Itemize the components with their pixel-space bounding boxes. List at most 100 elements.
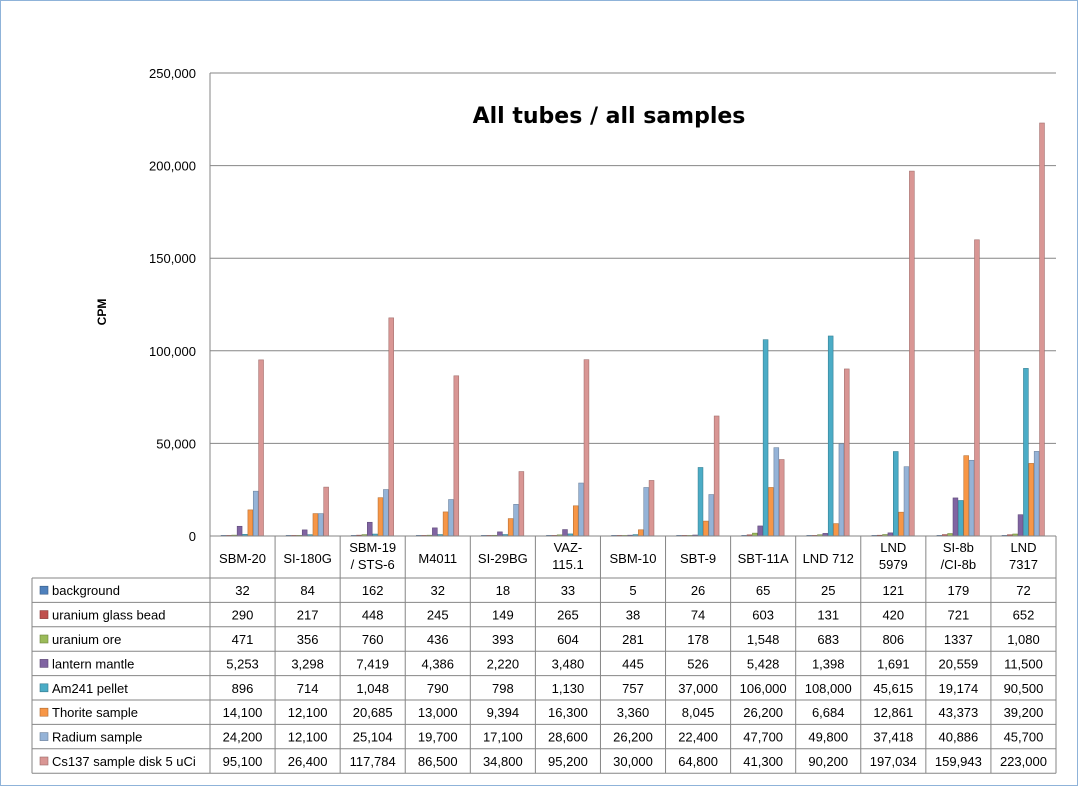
legend-key	[39, 585, 49, 595]
data-cell: 436	[427, 632, 449, 647]
data-cell: 86,500	[418, 754, 458, 769]
legend-key	[39, 634, 49, 644]
data-cell: 760	[362, 632, 384, 647]
bar	[713, 415, 720, 537]
bar	[643, 487, 649, 537]
series-name: Cs137 sample disk 5 uCi	[52, 754, 196, 769]
bar	[388, 317, 394, 537]
bar	[518, 471, 525, 537]
data-cell: 8,045	[682, 705, 715, 720]
y-tick-label: 200,000	[149, 159, 196, 174]
data-cell: 197,034	[870, 754, 917, 769]
legend-key	[39, 732, 49, 741]
y-tick-label: 250,000	[149, 66, 196, 81]
bar	[258, 359, 264, 537]
data-cell: 25	[821, 583, 835, 598]
series-name: background	[52, 583, 120, 598]
data-cell: 121	[882, 583, 904, 598]
data-cell: 11,500	[1004, 656, 1043, 671]
bar	[893, 451, 899, 537]
data-cell: 26	[691, 583, 705, 598]
data-cell: 16,300	[548, 705, 588, 720]
bar	[562, 529, 568, 537]
data-cell: 95,200	[548, 754, 588, 769]
bar	[1033, 451, 1040, 537]
bar	[708, 494, 714, 537]
data-cell: 26,200	[613, 730, 653, 745]
data-cell: 1,398	[812, 656, 845, 671]
y-tick-label: 100,000	[149, 344, 196, 359]
category-label: SI-8b	[943, 540, 974, 555]
bar	[968, 459, 975, 537]
category-label: VAZ-	[554, 540, 583, 555]
data-cell: 12,100	[288, 730, 328, 745]
data-cell: 7,419	[356, 656, 389, 671]
category-label: LND	[1010, 540, 1036, 555]
bar	[697, 467, 704, 537]
data-cell: 13,000	[418, 705, 458, 720]
data-cell: 49,800	[808, 730, 848, 745]
data-cell: 806	[882, 632, 904, 647]
bar	[442, 511, 449, 537]
bar	[583, 359, 590, 537]
data-cell: 3,480	[552, 656, 585, 671]
data-cell: 1,548	[747, 632, 780, 647]
bar	[778, 459, 785, 537]
data-cell: 1,048	[356, 681, 389, 696]
bar	[703, 520, 709, 537]
data-cell: 12,861	[873, 705, 913, 720]
data-cell: 265	[557, 608, 579, 623]
y-tick-label: 0	[189, 529, 196, 544]
data-cell: 1,080	[1007, 632, 1040, 647]
category-label: SBM-20	[219, 551, 266, 566]
data-cell: 290	[232, 608, 254, 623]
y-tick-label: 150,000	[149, 251, 196, 266]
data-cell: 20,685	[353, 705, 393, 720]
data-cell: 74	[691, 608, 705, 623]
category-label: 5979	[879, 557, 908, 572]
bar	[513, 504, 519, 537]
bar	[958, 500, 964, 537]
bar	[768, 487, 774, 537]
category-label: /CI-8b	[941, 557, 976, 572]
bar	[432, 527, 438, 537]
data-cell: 714	[297, 681, 319, 696]
data-cell: 18	[496, 583, 510, 598]
data-cell: 281	[622, 632, 644, 647]
category-label: / STS-6	[351, 557, 395, 572]
data-cell: 420	[882, 608, 904, 623]
bar	[1039, 122, 1045, 537]
category-label: LND 712	[803, 551, 854, 566]
bar	[903, 466, 910, 537]
data-cell: 45,700	[1004, 730, 1044, 745]
legend-key	[39, 707, 49, 717]
data-cell: 5,428	[747, 656, 780, 671]
series-name: Thorite sample	[52, 705, 138, 720]
data-cell: 17,100	[483, 730, 523, 745]
chart-title: All tubes / all samples	[472, 104, 746, 129]
data-cell: 5	[629, 583, 636, 598]
data-cell: 37,000	[678, 681, 718, 696]
bar	[377, 497, 384, 537]
data-cell: 20,559	[939, 656, 979, 671]
data-cell: 45,615	[873, 681, 913, 696]
series-name: Radium sample	[52, 730, 142, 745]
data-cell: 95,100	[223, 754, 263, 769]
legend-key	[39, 659, 49, 668]
data-cell: 41,300	[743, 754, 783, 769]
bar	[909, 170, 915, 537]
bar	[236, 525, 243, 537]
data-cell: 24,200	[223, 730, 263, 745]
data-cell: 40,886	[939, 730, 979, 745]
y-tick-label: 50,000	[156, 436, 196, 451]
data-cell: 1,130	[552, 681, 585, 696]
bar	[507, 518, 514, 537]
data-cell: 25,104	[353, 730, 393, 745]
bar	[827, 335, 834, 537]
bar	[963, 455, 969, 537]
category-label: SBT-9	[680, 551, 716, 566]
bar	[974, 239, 980, 537]
data-cell: 117,784	[350, 754, 396, 769]
data-cell: 3,360	[617, 705, 650, 720]
